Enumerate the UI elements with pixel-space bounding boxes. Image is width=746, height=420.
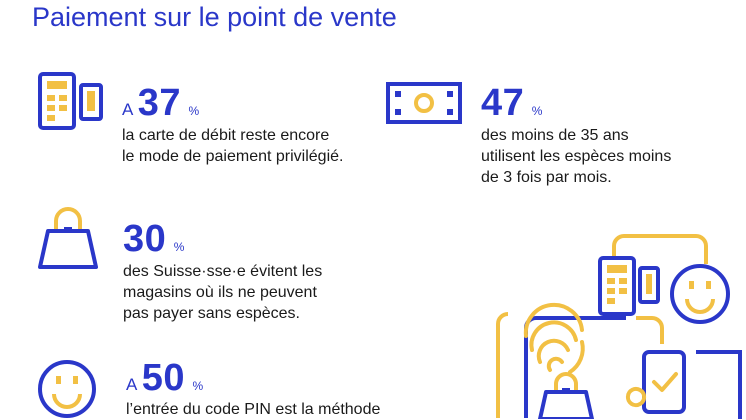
stat-avoid-shops: 30 % des Suisse·sse·e évitent les magasi…	[123, 217, 322, 324]
smiley-icon	[38, 360, 96, 418]
stat-desc-line: des moins de 35 ans	[481, 127, 629, 144]
shopping-bag-icon	[538, 372, 594, 419]
fingerprint-icon	[523, 302, 585, 374]
stat-desc-line: le mode de paiement privilégié.	[122, 148, 344, 165]
card-terminal-icon	[38, 72, 103, 130]
page-title: Paiement sur le point de vente	[32, 2, 397, 32]
stat-unit: %	[531, 104, 543, 118]
stat-desc-line: l’entrée du code PIN est la méthode	[126, 401, 381, 418]
payment-illustration	[496, 234, 742, 419]
smiley-icon	[670, 264, 730, 324]
stat-unit: %	[173, 240, 185, 254]
stat-desc-line: de 3 fois par mois.	[481, 169, 612, 186]
stat-value: 30	[123, 218, 167, 260]
stat-cash-usage: 47 % des moins de 35 ans utilisent les e…	[481, 81, 671, 188]
stat-prefix: A	[122, 100, 134, 119]
stat-debit-card: A 37 % la carte de débit reste encore le…	[122, 81, 343, 167]
stat-desc-line: utilisent les espèces moins	[481, 148, 672, 165]
stat-desc-line: des Suisse·sse·e évitent les	[123, 263, 323, 280]
stat-value: 47	[481, 82, 525, 124]
banknote-icon	[386, 82, 462, 124]
stat-desc-line: la carte de débit reste encore	[122, 127, 330, 144]
stat-unit: %	[192, 379, 204, 393]
stat-value: 37	[137, 82, 182, 124]
stat-value: 50	[141, 357, 186, 399]
stat-pin-entry: A 50 % l’entrée du code PIN est la métho…	[126, 357, 380, 420]
card-terminal-icon	[598, 256, 660, 316]
stat-desc-line: pas payer sans espèces.	[123, 305, 300, 322]
phone-check-icon	[625, 350, 686, 414]
stat-desc-line: magasins où ils ne peuvent	[123, 284, 317, 301]
stat-prefix: A	[126, 375, 138, 394]
stat-unit: %	[188, 104, 200, 118]
shopping-bag-icon	[38, 207, 98, 269]
